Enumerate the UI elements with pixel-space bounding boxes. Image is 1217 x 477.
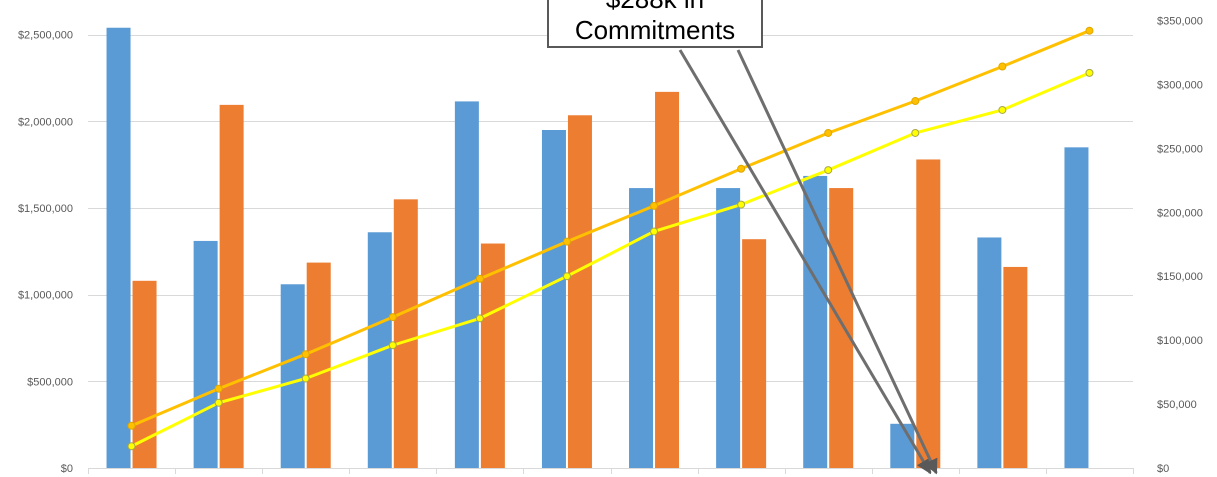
bar-series2-nov [480,243,505,468]
y-right-tick-label: $350,000 [1157,15,1203,27]
bar-series1-may [977,237,1002,468]
y-left-tick-label: $1,000,000 [18,290,73,302]
bar-series1-aug [193,240,218,468]
y-left-tick-label: $2,000,000 [18,116,73,128]
line-point-series2-apr [911,128,920,137]
line-point-series1-may [998,62,1007,71]
bar-series1-june [1064,147,1089,469]
bar-series2-aug [219,104,244,468]
y-left-tick-label: $2,500,000 [18,30,73,42]
bar-series1-sep [280,284,305,468]
line-point-series2-jan [650,227,659,236]
line-point-series2-may [998,105,1007,114]
bar-series1-feb [716,188,741,469]
line-series1 [130,29,1091,428]
bar-series1-jul [106,27,131,468]
y-left-tick-label: $500,000 [27,376,73,388]
bar-series2-feb [742,239,767,468]
annotation-arrow-2 [736,49,938,475]
line-point-series2-oct [388,341,397,350]
y-right-tick-label: $100,000 [1157,335,1203,347]
y-left-tick-label: $1,500,000 [18,203,73,215]
line-point-series1-jan [650,201,659,210]
annotation-arrows [678,49,938,475]
line-point-series1-jul [127,421,136,430]
line-point-series2-aug [214,398,223,407]
axis-labels: $0 $500,000 $1,000,000 $1,500,000 $2,000,000… [18,15,1203,477]
line-point-series2-nov [475,314,484,323]
bar-series1-dec [541,130,566,468]
line-point-series1-apr [911,97,920,106]
y-right-tick-label: $50,000 [1157,399,1197,411]
y-left-tick-label: $0 [61,463,73,475]
line-point-series2-mar [824,166,833,175]
line-point-series2-feb [737,200,746,209]
y-right-tick-label: $150,000 [1157,271,1203,283]
bar-series2-dec [567,115,592,469]
bar-series2-mar [829,188,854,469]
line-point-series1-june [1085,26,1094,35]
annotation-line-2: Commitments [574,15,736,45]
line-point-series2-dec [562,272,571,281]
line-point-series1-sep [301,350,310,359]
bar-series1-apr [890,423,915,468]
y-right-tick-label: $200,000 [1157,207,1203,219]
bar-series1-jan [629,188,654,469]
bar-series2-apr [916,159,941,468]
line-point-series1-mar [824,128,833,137]
annotation-callout: $288k in Commitments [547,0,763,48]
bar-series [106,27,1089,469]
line-point-series1-feb [737,164,746,173]
line-point-series2-sep [301,374,310,383]
line-point-series1-aug [214,384,223,393]
y-right-tick-label: $300,000 [1157,79,1203,91]
y-right-tick-label: $0 [1157,463,1169,475]
line-point-series2-jul [127,442,136,451]
line-series [127,26,1094,451]
bar-series2-may [1003,266,1028,468]
annotation-line-1: $288k in [549,0,761,15]
bar-series2-oct [393,199,418,469]
annotation-arrow-1 [678,49,932,475]
line-series2 [130,71,1091,448]
bar-series2-jan [655,91,680,468]
bar-series1-mar [803,175,828,468]
line-point-series1-dec [562,237,571,246]
bar-series2-sep [306,262,331,468]
y-right-tick-label: $250,000 [1157,143,1203,155]
line-point-series2-june [1085,68,1094,77]
line-point-series1-nov [475,274,484,283]
line-point-series1-oct [388,313,397,322]
